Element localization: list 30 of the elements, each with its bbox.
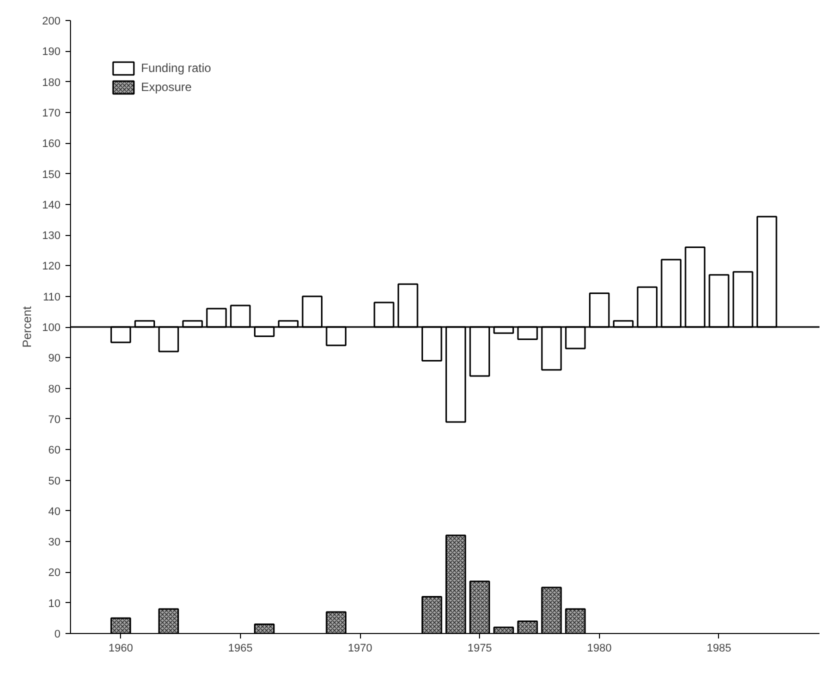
- y-tick-label: 10: [48, 598, 61, 610]
- y-tick-label: 50: [48, 475, 61, 488]
- x-tick-label: 1965: [228, 642, 253, 654]
- y-tick-label: 150: [42, 168, 61, 181]
- y-tick-label: 0: [54, 628, 61, 640]
- y-axis-title: Percent: [20, 306, 34, 348]
- y-tick-label: 130: [42, 230, 61, 242]
- y-tick-label: 60: [48, 444, 61, 457]
- y-tick-label: 110: [42, 291, 61, 304]
- y-tick-label: 200: [42, 16, 61, 28]
- y-tick-label: 30: [48, 536, 61, 549]
- y-tick-label: 180: [42, 76, 61, 89]
- x-tick-label: 1975: [467, 642, 492, 654]
- y-tick-label: 90: [48, 352, 61, 365]
- legend-label: Funding ratio: [141, 61, 212, 75]
- y-tick-label: 120: [42, 260, 61, 273]
- x-tick-label: 1960: [108, 642, 133, 654]
- x-tick-label: 1985: [706, 642, 732, 654]
- y-tick-label: 40: [48, 506, 61, 518]
- y-tick-label: 100: [42, 322, 61, 334]
- x-tick-label: 1980: [587, 642, 612, 654]
- y-tick-label: 70: [48, 414, 61, 426]
- y-tick-label: 80: [48, 383, 61, 396]
- y-tick-label: 160: [42, 138, 61, 150]
- legend-label: Exposure: [141, 80, 192, 94]
- y-tick-label: 170: [42, 107, 61, 120]
- y-tick-label: 20: [48, 567, 61, 580]
- x-tick-label: 1970: [348, 642, 372, 654]
- y-tick-label: 190: [42, 46, 61, 58]
- y-tick-label: 140: [42, 199, 61, 212]
